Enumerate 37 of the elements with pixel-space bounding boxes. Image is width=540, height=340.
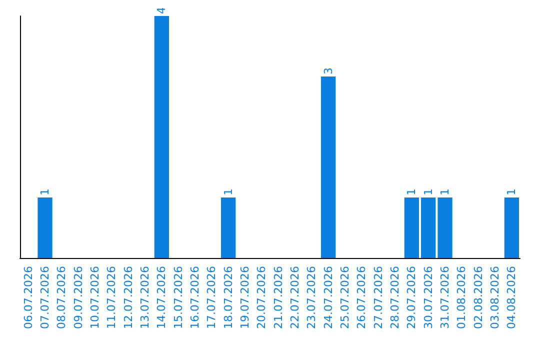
x-tick-label: 14.07.2026 [155, 266, 168, 330]
x-tick-label: 24.07.2026 [322, 266, 335, 330]
x-tick-label: 09.07.2026 [72, 266, 85, 330]
x-tick-label: 19.07.2026 [238, 266, 252, 330]
x-tick-label: 23.07.2026 [305, 266, 318, 330]
x-tick-label: 04.08.2026 [505, 266, 518, 330]
x-tick-label: 02.08.2026 [472, 266, 485, 330]
x-tick-label: 13.07.2026 [138, 266, 152, 330]
x-tick-label: 27.07.2026 [372, 266, 385, 330]
x-tick-label: 10.07.2026 [88, 266, 102, 330]
data-label: 1 [422, 188, 435, 196]
x-tick-label: 03.08.2026 [488, 266, 502, 330]
x-tick-label: 08.07.2026 [55, 266, 68, 330]
x-tick-label: 15.07.2026 [172, 266, 185, 330]
x-tick-label: 01.08.2026 [455, 266, 468, 330]
x-tick-label: 07.07.2026 [38, 266, 52, 330]
x-tick-label: 28.07.2026 [388, 266, 402, 330]
x-tick-label: 26.07.2026 [355, 266, 368, 330]
x-tick-label: 11.07.2026 [105, 266, 118, 330]
x-tick-label: 17.07.2026 [205, 266, 218, 330]
x-tick-label: 21.07.2026 [272, 266, 285, 330]
data-label: 1 [222, 188, 235, 196]
data-label: 3 [322, 68, 335, 75]
data-label: 1 [505, 188, 518, 196]
x-tick-label: 06.07.2026 [22, 266, 35, 330]
data-label: 1 [438, 188, 452, 196]
x-tick-label: 22.07.2026 [288, 266, 302, 330]
data-label: 1 [405, 188, 418, 196]
data-label: 1 [38, 188, 52, 196]
x-tick-label: 30.07.2026 [422, 266, 435, 330]
x-tick-label: 29.07.2026 [405, 266, 418, 330]
x-tick-label: 16.07.2026 [188, 266, 202, 330]
x-tick-label: 18.07.2026 [222, 266, 235, 330]
x-tick-label: 31.07.2026 [438, 266, 452, 330]
x-tick-label: 12.07.2026 [122, 266, 135, 330]
x-tick-label: 20.07.2026 [255, 266, 268, 330]
x-tick-label: 25.07.2026 [338, 266, 352, 330]
